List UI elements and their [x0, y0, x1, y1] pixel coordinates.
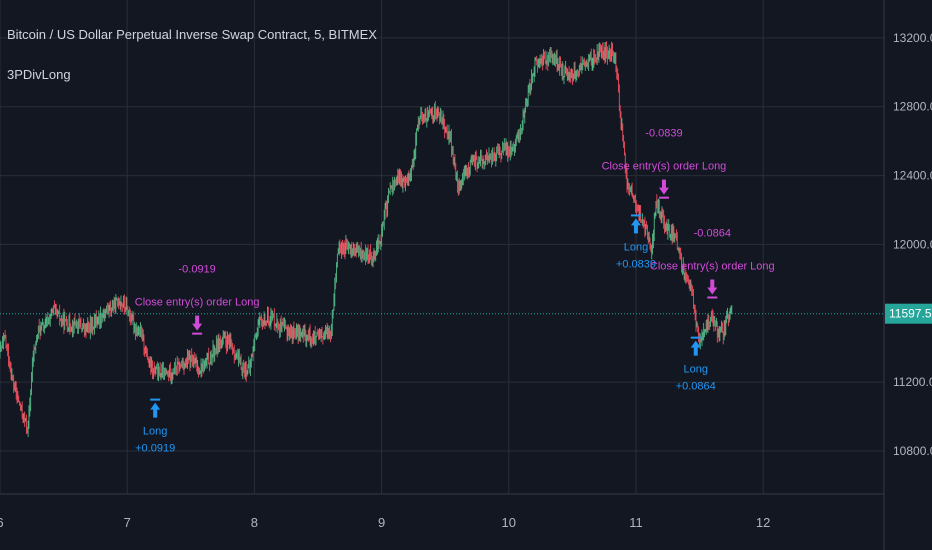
exit-value: -0.0864 [694, 227, 731, 239]
grid-lines [0, 0, 884, 494]
last-price-label: 11597.5 [889, 307, 932, 321]
entry-value: +0.0839 [616, 258, 656, 270]
entry-arrow-icon [150, 402, 161, 418]
exit-label: Close entry(s) order Long [602, 161, 727, 173]
entry-label: Long [143, 426, 167, 438]
price-axis: 13200.0 12800.0 12400.0 12000.0 11200.0 10800… [893, 31, 932, 458]
trade-2: Long +0.0839 Close entry(s) order Long -0.0… [602, 128, 727, 271]
candles [0, 41, 733, 437]
study-label[interactable]: 3PDivLong [7, 67, 71, 82]
time-tick-label: 10 [502, 515, 516, 530]
entry-arrow-icon [630, 218, 641, 234]
time-tick-label: 9 [378, 515, 385, 530]
entry-value: +0.0864 [676, 381, 716, 393]
price-tick-label: 12000.0 [893, 237, 932, 251]
time-axis: 6 7 8 9 10 11 12 [0, 515, 770, 530]
entry-value: +0.0919 [135, 443, 175, 455]
trade-1: Long +0.0919 Close entry(s) order Long -0.0… [135, 264, 260, 455]
exit-label: Close entry(s) order Long [135, 297, 260, 309]
chart-title: Bitcoin / US Dollar Perpetual Inverse Sw… [7, 27, 377, 42]
price-tick-label: 12800.0 [893, 100, 932, 114]
exit-arrow-icon [192, 315, 203, 331]
entry-label: Long [684, 364, 708, 376]
trade-3: Long +0.0864 Close entry(s) order Long -0.0… [650, 227, 775, 392]
time-tick-label: 6 [0, 515, 4, 530]
price-tick-label: 10800.0 [893, 444, 932, 458]
entry-label: Long [624, 241, 648, 253]
exit-arrow-icon [707, 279, 718, 295]
entry-arrow-icon [690, 340, 701, 356]
price-tick-label: 11200.0 [893, 375, 932, 389]
last-price-badge [885, 303, 932, 324]
exit-value: -0.0919 [178, 264, 215, 276]
exit-label: Close entry(s) order Long [650, 260, 775, 272]
time-tick-label: 12 [756, 515, 770, 530]
exit-value: -0.0839 [645, 128, 682, 140]
time-tick-label: 11 [629, 515, 643, 530]
price-tick-label: 13200.0 [893, 31, 932, 45]
exit-arrow-icon [658, 179, 669, 195]
time-tick-label: 7 [124, 515, 131, 530]
time-tick-label: 8 [251, 515, 258, 530]
price-tick-label: 12400.0 [893, 169, 932, 183]
